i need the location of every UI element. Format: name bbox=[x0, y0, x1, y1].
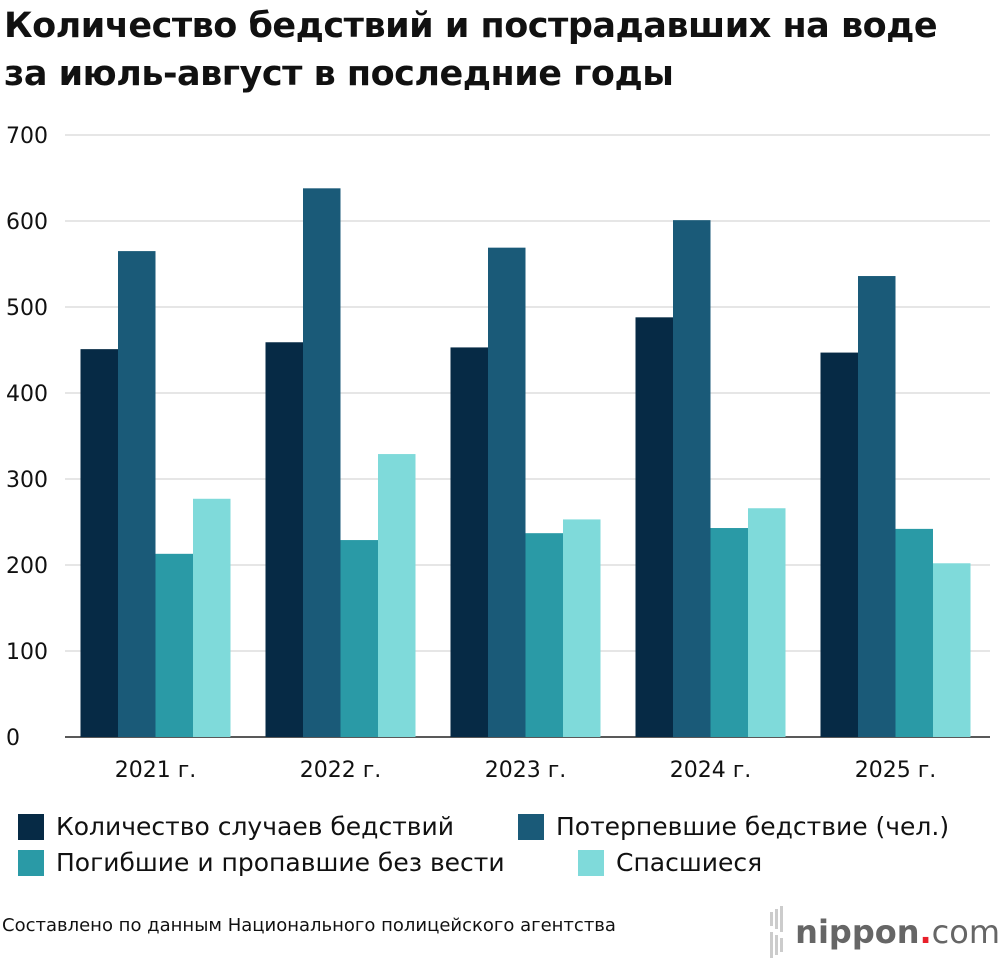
title-line-1: Количество бедствий и пострадавших на во… bbox=[4, 6, 938, 46]
bar-chart: 0 100 200 300 400 500 600 700 2021 г. 2022 г. 2023… bbox=[6, 124, 990, 783]
logo-text: nippon bbox=[795, 913, 920, 951]
bar bbox=[450, 347, 488, 737]
title-line-2: за июль-август в последние годы bbox=[4, 54, 674, 94]
y-tick-label: 600 bbox=[6, 210, 48, 235]
bar bbox=[673, 220, 711, 737]
x-tick-label: 2022 г. bbox=[300, 758, 382, 783]
legend-item: Спасшиеся bbox=[578, 848, 762, 877]
legend-label: Спасшиеся bbox=[616, 848, 763, 877]
bar bbox=[635, 317, 673, 737]
bar bbox=[193, 498, 231, 737]
logo-dot: . bbox=[919, 913, 932, 951]
legend-label: Погибшие и пропавшие без вести bbox=[56, 848, 505, 877]
bar bbox=[80, 349, 118, 737]
nippon-logo: nippon.com bbox=[770, 906, 1000, 958]
y-tick-label: 100 bbox=[6, 640, 48, 665]
legend-swatch bbox=[18, 849, 44, 876]
bar bbox=[378, 454, 416, 737]
logo-bars-icon bbox=[770, 906, 785, 958]
y-tick-label: 300 bbox=[6, 468, 48, 493]
bar bbox=[525, 533, 563, 737]
bar bbox=[340, 540, 378, 737]
source-note: Составлено по данным Национального полиц… bbox=[2, 915, 616, 936]
x-tick-label: 2025 г. bbox=[855, 758, 937, 783]
legend-item: Потерпевшие бедствие (чел.) bbox=[518, 812, 949, 841]
y-tick-label: 500 bbox=[6, 296, 48, 321]
bar bbox=[895, 528, 933, 737]
y-tick-label: 700 bbox=[6, 124, 48, 149]
bar bbox=[820, 352, 858, 737]
legend-item: Погибшие и пропавшие без вести bbox=[18, 848, 505, 877]
bar bbox=[710, 528, 748, 737]
bar bbox=[303, 188, 341, 737]
bar bbox=[488, 247, 526, 737]
x-tick-label: 2024 г. bbox=[670, 758, 752, 783]
bar bbox=[563, 519, 601, 737]
legend-item: Количество случаев бедствий bbox=[18, 812, 454, 841]
bar bbox=[118, 251, 156, 737]
legend-swatch bbox=[578, 849, 604, 876]
legend-swatch bbox=[18, 813, 44, 840]
legend-label: Потерпевшие бедствие (чел.) bbox=[556, 812, 950, 841]
bar bbox=[933, 563, 971, 737]
bar bbox=[155, 553, 193, 737]
legend-swatch bbox=[518, 813, 544, 840]
y-tick-label: 0 bbox=[6, 726, 20, 751]
logo-suffix: com bbox=[931, 913, 1000, 951]
chart-title: Количество бедствий и пострадавших на во… bbox=[4, 2, 938, 98]
x-tick-label: 2021 г. bbox=[115, 758, 197, 783]
y-tick-label: 200 bbox=[6, 554, 48, 579]
bar bbox=[748, 508, 786, 737]
bar bbox=[265, 342, 303, 737]
bar bbox=[858, 276, 896, 737]
legend-label: Количество случаев бедствий bbox=[56, 812, 454, 841]
x-tick-label: 2023 г. bbox=[485, 758, 567, 783]
y-tick-label: 400 bbox=[6, 382, 48, 407]
